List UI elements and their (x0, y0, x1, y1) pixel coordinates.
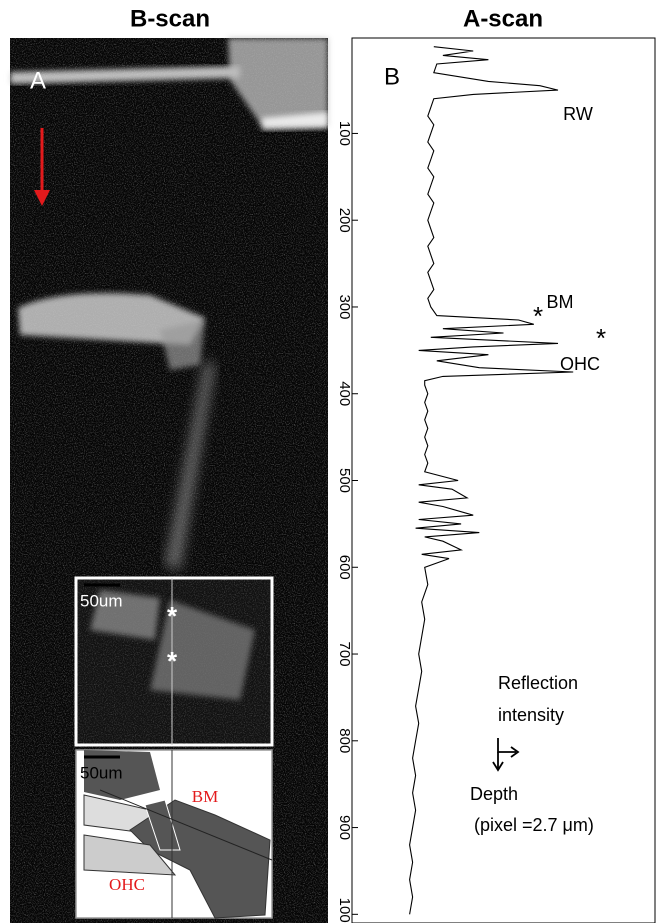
schematic-label: BM (192, 787, 218, 806)
y-tick-label: 900 (336, 815, 353, 840)
axis-note: Reflection (498, 673, 578, 693)
y-tick-label: 700 (336, 642, 353, 667)
inset-marker: * (167, 646, 178, 676)
scale-label: 50um (80, 763, 123, 782)
y-tick-label: 400 (336, 381, 353, 406)
annotation: RW (563, 104, 593, 124)
y-tick-label: 200 (336, 208, 353, 233)
y-tick-label: 500 (336, 468, 353, 493)
depth-arrow (492, 738, 520, 772)
chart-title: A-scan (463, 5, 543, 32)
axis-note: Depth (470, 784, 518, 804)
panel-label: B (384, 63, 400, 90)
y-tick-label: 300 (336, 294, 353, 319)
chart-title: B-scan (130, 5, 210, 32)
annotation: * (533, 301, 543, 331)
y-tick-label: 800 (336, 728, 353, 753)
axis-note: intensity (498, 705, 564, 725)
annotation: OHC (560, 354, 600, 374)
schematic (75, 749, 273, 919)
inset-marker: * (167, 601, 178, 631)
b-scan-image (10, 38, 328, 923)
annotation: * (596, 323, 606, 353)
y-tick-label: 600 (336, 555, 353, 580)
annotation: BM (547, 292, 574, 312)
inset-image (74, 576, 274, 747)
scale-label: 50um (80, 591, 123, 610)
axis-note: (pixel =2.7 μm) (474, 815, 594, 835)
schematic-label: OHC (109, 875, 145, 894)
panel-label: A (30, 67, 46, 94)
y-tick-label: 1000 (336, 898, 353, 923)
y-tick-label: 100 (336, 121, 353, 146)
intensity-line (409, 46, 574, 915)
